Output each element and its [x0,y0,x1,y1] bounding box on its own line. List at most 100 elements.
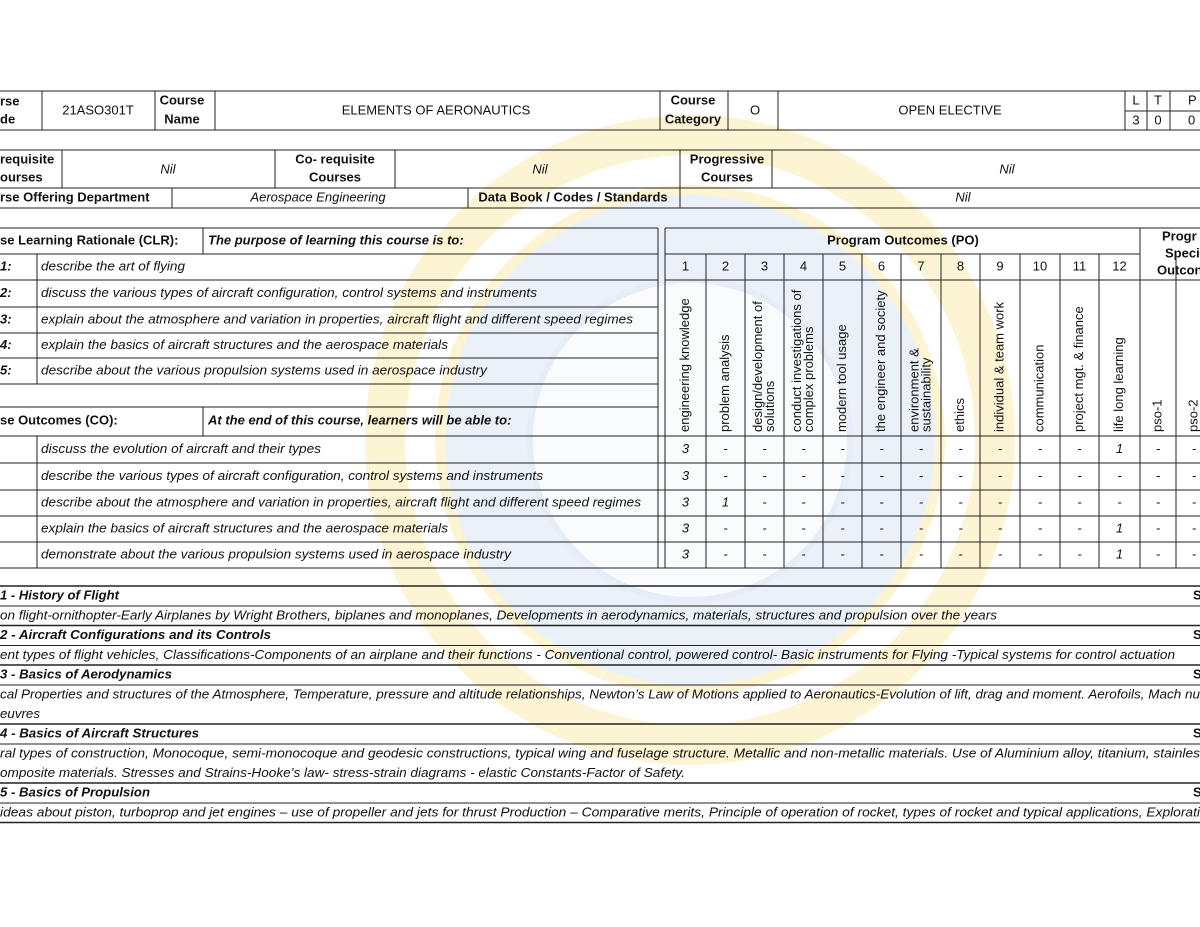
score: - [1192,520,1197,535]
score: - [1077,546,1082,561]
clr-label: 2: [0,285,12,300]
score: - [762,546,767,561]
label: Co- requisite [295,151,374,166]
label: de [0,111,15,126]
po-label: communication [1031,345,1046,432]
value: Nil [999,161,1015,176]
po-label: design/development of [750,301,765,432]
label: Courses [701,169,753,184]
po-number: 11 [1073,258,1087,273]
header-row: rse de 21ASO301T Course Name ELEMENTS OF… [0,90,1200,131]
score: - [1038,494,1043,509]
label: Course [671,92,716,107]
score: - [762,520,767,535]
co-intro: At the end of this course, learners will… [207,412,511,427]
score: - [840,546,845,561]
score: - [1156,546,1161,561]
po-number: 7 [917,258,924,273]
score: - [801,494,806,509]
score: 1 [722,494,729,509]
score: - [998,468,1003,483]
clr-text: explain about the atmosphere and variati… [41,311,634,326]
unit-title: 2 - Aircraft Configurations and its Cont… [0,627,271,642]
score: - [840,441,845,456]
label: Progressive [690,151,764,166]
po-label: ethics [952,398,967,432]
co-text: discuss the evolution of aircraft and th… [41,441,322,456]
label: Name [164,111,199,126]
ltp-label: P [1188,92,1197,107]
po-label: the engineer and society [873,290,888,432]
clr-title: se Learning Rationale (CLR): [0,232,178,247]
value: Nil [160,161,176,176]
score: - [723,520,728,535]
unit-text: on flight-ornithopter-Early Airplanes by… [0,607,998,622]
po-number: 3 [761,258,768,273]
score: - [919,468,924,483]
clr-text: explain the basics of aircraft structure… [41,337,449,352]
generated: 1: describe the art of flying 2: discuss th… [0,253,1200,824]
score: - [879,441,884,456]
clr-label: 4: [0,337,12,352]
label: rse [0,93,20,108]
clr-label: 1: [0,258,12,273]
score: - [998,494,1003,509]
po-label: modern tool usage [834,324,849,432]
ltp-value: 3 [1132,112,1139,127]
score: - [840,468,845,483]
po-label: engineering knowledge [677,298,692,432]
label: requisite [0,151,54,166]
score: - [879,520,884,535]
score: - [879,494,884,509]
category-name: OPEN ELECTIVE [898,102,1002,117]
ltp-value: 0 [1154,112,1161,127]
score: 3 [682,520,690,535]
unit-text: euvres [0,706,40,721]
po-label: complex problems [801,326,816,432]
score: - [879,546,884,561]
po-label: pso-1 [1149,399,1164,432]
course-category: O [750,102,760,117]
unit-title: 5 - Basics of Propulsion [0,784,150,799]
score: - [1117,494,1122,509]
score: - [879,468,884,483]
score: - [919,441,924,456]
score: - [998,546,1003,561]
ltp-value: 0 [1188,112,1195,127]
score: - [1038,441,1043,456]
clr-text: describe the art of flying [41,258,186,273]
pso-title: Speci [1165,245,1200,260]
unit-side: S [1193,627,1200,642]
score: 3 [682,468,690,483]
score: - [1077,520,1082,535]
po-label: solutions [762,380,777,432]
unit-text: ent types of flight vehicles, Classifica… [0,647,1175,662]
po-label: pso-2 [1185,399,1200,432]
po-label: sustainability [918,357,933,432]
score: - [958,494,963,509]
pso-title: Outcon [1157,262,1200,277]
unit-text: cal Properties and structures of the Atm… [0,686,1200,701]
label: Category [665,111,722,126]
score: - [919,494,924,509]
score: - [958,468,963,483]
label: Data Book / Codes / Standards [478,189,667,204]
score: - [1038,468,1043,483]
po-label: problem analysis [717,334,732,432]
course-code: 21ASO301T [62,102,134,117]
score: - [1038,546,1043,561]
score: 1 [1116,546,1123,561]
unit-title: 3 - Basics of Aerodynamics [0,666,172,681]
score: 3 [682,494,690,509]
watermark [365,115,1015,765]
label: Courses [309,169,361,184]
unit-text: omposite materials. Stresses and Strains… [0,765,685,780]
score: - [998,441,1003,456]
po-label: life long learning [1111,337,1126,432]
score: - [998,520,1003,535]
score: 3 [682,441,690,456]
po-number: 6 [878,258,885,273]
score: - [1192,468,1197,483]
co-text: describe the various types of aircraft c… [41,468,544,483]
